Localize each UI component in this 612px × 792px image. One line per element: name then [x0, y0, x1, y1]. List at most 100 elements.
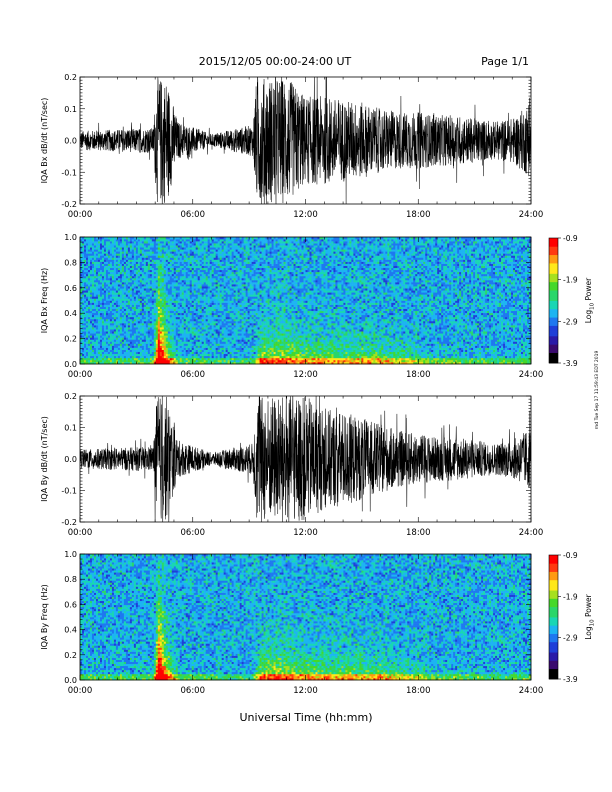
colorbar-step — [549, 354, 558, 358]
y-tick-label: 0.2 — [64, 392, 77, 401]
y-tick-label: -0.1 — [61, 487, 77, 496]
colorbar-step — [549, 256, 558, 260]
x-tick-label: 12:00 — [293, 686, 318, 696]
x-tick-label: 12:00 — [293, 210, 318, 220]
by-colorbar: -0.9 -1.9 -2.9 -3.9 Log10 Power — [548, 551, 596, 684]
y-tick-label: -0.2 — [61, 518, 77, 527]
x-tick-label: 12:00 — [293, 528, 318, 538]
colorbar-step — [549, 302, 558, 306]
colorbar-step — [549, 565, 558, 568]
colorbar-step — [549, 592, 558, 595]
timestamp-note: rnd Tue Sep 17 11:59:43 EDT 2019 — [594, 351, 600, 430]
colorbar-step — [549, 348, 558, 351]
colorbar-step — [549, 621, 558, 624]
x-tick-label: 18:00 — [406, 210, 431, 220]
colorbar-step — [549, 660, 558, 663]
colorbar-step — [549, 360, 558, 364]
colorbar-step — [549, 358, 558, 362]
colorbar-step — [549, 602, 558, 605]
colorbar-step — [549, 598, 558, 601]
colorbar-step — [549, 319, 558, 322]
colorbar-step — [549, 664, 558, 667]
colorbar-step — [549, 635, 558, 639]
y-tick-label: 0.2 — [64, 651, 77, 660]
y-tick-label: 0.6 — [64, 284, 77, 293]
colorbar-step — [549, 288, 558, 291]
colorbar-step — [549, 606, 558, 610]
colorbar-step — [549, 315, 558, 318]
colorbar-step — [549, 310, 558, 314]
colorbar-step — [549, 555, 558, 558]
page-number: Page 1/1 — [481, 55, 529, 68]
colorbar-label: Log10 Power — [584, 277, 596, 323]
colorbar-step — [549, 321, 558, 324]
colorbar-step — [549, 325, 558, 328]
colorbar-tick-label: -1.9 — [563, 276, 578, 285]
x-tick-label: 18:00 — [406, 686, 431, 696]
colorbar-step — [549, 263, 558, 266]
spectrogram-image — [80, 237, 532, 365]
colorbar-step — [549, 557, 558, 560]
x-tick-label: 06:00 — [181, 370, 206, 380]
colorbar-step — [549, 604, 558, 608]
colorbar-step — [549, 614, 558, 618]
colorbar-step — [549, 652, 558, 655]
colorbar-step — [549, 275, 558, 278]
colorbar-step — [549, 277, 558, 281]
colorbar-step — [549, 285, 558, 289]
colorbar-step — [549, 296, 558, 299]
x-tick-label: 24:00 — [519, 210, 544, 220]
colorbar-step — [549, 600, 558, 603]
bx-colorbar: -0.9 -1.9 -2.9 -3.9 Log10 Power — [548, 234, 596, 368]
colorbar-step — [549, 610, 558, 614]
y-tick-label: 0.1 — [64, 105, 77, 114]
x-tick-label: 18:00 — [406, 370, 431, 380]
y-tick-label: 1.0 — [64, 233, 77, 242]
colorbar-step — [549, 619, 558, 622]
colorbar-frame — [548, 554, 559, 680]
y-axis-label: IQA Bx dB/dt (nT/sec) — [40, 98, 49, 184]
colorbar-step — [549, 617, 558, 620]
y-axis-label: IQA By dB/dt (nT/sec) — [40, 416, 49, 502]
colorbar-step — [549, 654, 558, 657]
by-spectrogram-panel: 00:00 06:00 12:00 18:00 24:00 1.0 0.8 0.6 0.4 0.2… — [40, 550, 543, 696]
colorbar-step — [549, 641, 558, 645]
colorbar-step — [549, 666, 558, 670]
y-tick-label: 1.0 — [64, 550, 77, 559]
series-line — [80, 77, 531, 204]
colorbar-step — [549, 563, 558, 566]
x-tick-label: 00:00 — [68, 210, 93, 220]
colorbar-step — [549, 269, 558, 272]
colorbar-tick-label: -3.9 — [563, 675, 578, 684]
colorbar-tick-label: -2.9 — [563, 634, 578, 643]
colorbar-step — [549, 240, 558, 243]
series-line — [80, 396, 531, 522]
colorbar-step — [549, 258, 558, 262]
colorbar-step — [549, 590, 558, 593]
y-tick-label: 0.8 — [64, 258, 77, 267]
y-tick-label: 0.8 — [64, 575, 77, 584]
x-tick-label: 24:00 — [519, 370, 544, 380]
colorbar-step — [549, 327, 558, 331]
colorbar-step — [549, 273, 558, 276]
colorbar-tick-label: -1.9 — [563, 592, 578, 601]
colorbar-step — [549, 323, 558, 326]
colorbar-step — [549, 254, 558, 258]
figure-title: 2015/12/05 00:00-24:00 UT — [199, 55, 352, 68]
colorbar-step — [549, 643, 558, 647]
colorbar-step — [549, 356, 558, 360]
colorbar-step — [549, 583, 558, 587]
colorbar-tick-label: -0.9 — [563, 234, 578, 243]
colorbar-step — [549, 569, 558, 572]
colorbar-step — [549, 252, 558, 256]
y-axis-label: IQA By Freq (Hz) — [40, 584, 49, 650]
bx-spectrogram-panel: 00:00 06:00 12:00 18:00 24:00 1.0 0.8 0.6 0.4 0.2… — [40, 233, 543, 380]
colorbar-step — [549, 559, 558, 562]
y-tick-label: 0.0 — [64, 137, 77, 146]
colorbar-tick-label: -3.9 — [563, 359, 578, 368]
colorbar-step — [549, 298, 558, 301]
y-tick-label: 0.0 — [64, 676, 77, 685]
y-tick-label: 0.6 — [64, 600, 77, 609]
colorbar-tick-label: -2.9 — [563, 317, 578, 326]
colorbar-step — [549, 581, 558, 585]
